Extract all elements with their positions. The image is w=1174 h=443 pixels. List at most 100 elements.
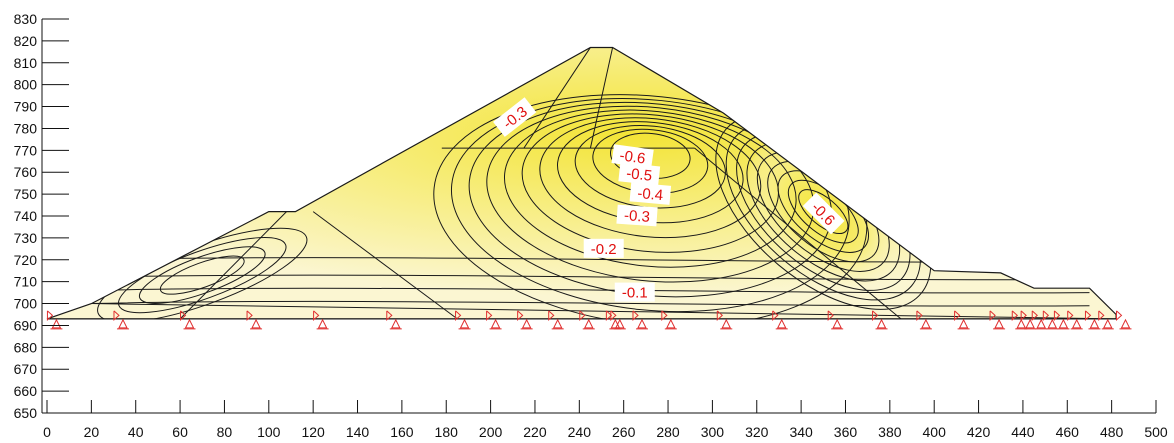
x-tick-label: 420 (967, 424, 991, 440)
support-flag (632, 310, 639, 322)
x-tick-label: 140 (346, 424, 370, 440)
contour-label-text: -0.4 (637, 185, 664, 204)
zone-boundary-line (91, 303, 1117, 320)
x-tick-label: 340 (789, 424, 813, 440)
y-tick-label: 650 (14, 405, 38, 421)
support-triangle (1120, 318, 1131, 329)
support-flag (517, 310, 524, 322)
y-tick-label: 690 (14, 317, 38, 333)
support-marker (661, 310, 677, 330)
support-marker (827, 310, 844, 330)
contour-label: -0.2 (583, 238, 624, 258)
support-marker (1098, 310, 1114, 330)
contour-line (91, 274, 1090, 281)
support-triangle (614, 318, 625, 329)
y-tick-label: 670 (14, 361, 38, 377)
support-triangle (459, 318, 470, 329)
y-tick-label: 790 (14, 99, 38, 115)
y-tick-label: 830 (14, 11, 38, 27)
support-triangle (583, 318, 594, 329)
support-flag (716, 310, 724, 322)
support-triangle (1025, 318, 1035, 329)
zone-boundary-line (694, 147, 902, 320)
x-tick-label: 100 (257, 424, 281, 440)
support-flag (1020, 310, 1027, 322)
boundary-supports (46, 310, 1132, 330)
support-flag (579, 310, 586, 322)
contour-label: -0.6 (611, 144, 654, 169)
x-tick-label: 200 (479, 424, 503, 440)
contour-line (539, 117, 762, 239)
support-flag (610, 310, 617, 322)
support-triangle (776, 318, 787, 329)
support-triangle (51, 318, 62, 329)
support-marker (916, 310, 932, 330)
support-flag (872, 310, 879, 322)
dam-body (47, 47, 1117, 319)
zone-boundary-line (523, 47, 591, 149)
support-marker (632, 310, 648, 330)
contour-label: -0.4 (629, 182, 672, 205)
support-triangle (490, 318, 501, 329)
support-flag (605, 310, 613, 322)
y-tick-label: 810 (14, 55, 38, 71)
y-tick-label: 680 (14, 339, 38, 355)
support-flag (1084, 310, 1092, 322)
contour-label-text: -0.6 (618, 147, 646, 167)
support-marker (1031, 310, 1048, 330)
support-triangle (994, 318, 1004, 329)
support-marker (954, 310, 970, 330)
support-flag (916, 310, 923, 322)
support-triangle (666, 318, 676, 329)
contour-label-text: -0.2 (591, 241, 617, 258)
support-marker (579, 310, 595, 330)
support-triangle (1047, 318, 1058, 329)
contour-label-bg (611, 144, 654, 169)
contour-label-bg (629, 182, 672, 205)
support-marker (1084, 310, 1101, 330)
contour-label: -0.3 (616, 204, 658, 227)
support-triangle (317, 318, 328, 329)
y-tick-label: 720 (14, 252, 38, 268)
support-marker (113, 310, 129, 330)
contour-label-text: -0.3 (623, 207, 650, 226)
support-flag (46, 310, 54, 322)
contour-line (433, 94, 868, 319)
contour-line (798, 189, 849, 234)
support-triangle (1102, 318, 1113, 329)
zone-boundary-line (312, 211, 458, 320)
support-marker (610, 310, 626, 330)
x-tick-label: 400 (923, 424, 947, 440)
support-flag (246, 310, 253, 322)
support-marker (313, 310, 329, 330)
x-tick-label: 20 (84, 424, 100, 440)
support-marker (180, 310, 196, 330)
support-flag (386, 310, 393, 322)
x-tick-label: 180 (435, 424, 459, 440)
contour-line (521, 113, 779, 253)
support-marker (1116, 310, 1132, 330)
x-tick-label: 60 (172, 424, 188, 440)
support-marker (46, 310, 63, 330)
y-tick-label: 740 (14, 208, 38, 224)
contour-line (450, 98, 850, 313)
x-tick-label: 240 (568, 424, 592, 440)
x-tick-label: 380 (878, 424, 902, 440)
support-flag (1098, 310, 1105, 322)
contour-line (91, 300, 1090, 307)
x-tick-label: 500 (1144, 424, 1168, 440)
x-tick-label: 480 (1100, 424, 1124, 440)
support-marker (455, 310, 471, 330)
support-triangle (521, 318, 532, 329)
y-tick-label: 770 (14, 142, 38, 158)
support-flag (1042, 310, 1050, 322)
support-flag (313, 310, 320, 322)
y-tick-label: 780 (14, 120, 38, 136)
y-tick-label: 820 (14, 33, 38, 49)
support-marker (1042, 310, 1059, 330)
y-tick-label: 710 (14, 274, 38, 290)
contour-line (159, 255, 245, 295)
support-triangle (552, 318, 563, 329)
contour-label-text: -0.5 (625, 165, 652, 185)
support-triangle (251, 318, 261, 329)
